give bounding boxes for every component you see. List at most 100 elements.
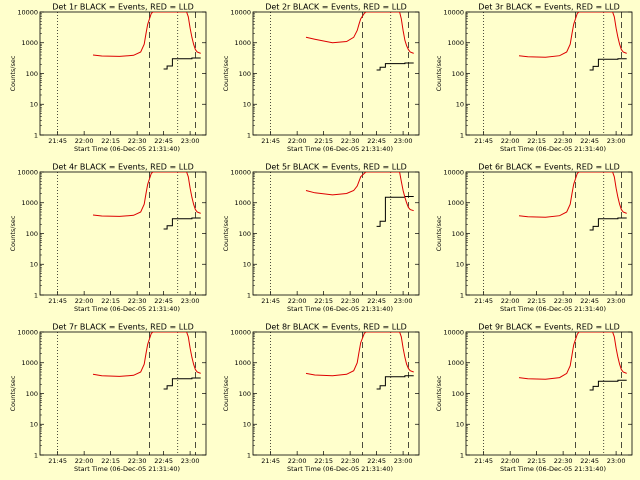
x-tick-label: 22:15: [527, 137, 546, 145]
series-line-events: [589, 58, 627, 71]
x-tick-label: 22:45: [367, 297, 386, 305]
detector-panel-1: Det 1r BLACK = Events, RED = LLD 1 10 100 10…: [0, 0, 213, 160]
y-tick-label: 10000: [230, 8, 251, 16]
x-tick-label: 22:30: [554, 297, 573, 305]
x-tick-label: 22:00: [75, 457, 94, 465]
plot-frame: [39, 331, 207, 456]
series-line-lld: [92, 12, 201, 57]
y-tick-label: 1000: [447, 39, 464, 47]
x-axis-label: Start Time (06-Dec-05 21:31:40): [500, 465, 606, 473]
x-tick-label: 22:30: [341, 457, 360, 465]
series-line-events: [163, 57, 201, 70]
chart-svg: Det 8r BLACK = Events, RED = LLD 1 10 100 10…: [222, 323, 420, 473]
y-tick-label: 10000: [17, 8, 38, 16]
y-tick-label: 100: [452, 230, 464, 238]
y-tick-label: 10: [456, 261, 464, 269]
series-line-lld: [305, 332, 414, 377]
y-tick-label: 10000: [443, 168, 464, 176]
x-tick-label: 22:45: [154, 297, 173, 305]
y-axis-label: Counts/sec: [222, 215, 230, 251]
chart-title: Det 8r BLACK = Events, RED = LLD: [265, 323, 407, 332]
series-line-events: [376, 62, 414, 71]
x-tick-label: 22:15: [314, 297, 333, 305]
y-tick-label: 100: [452, 390, 464, 398]
x-tick-label: 22:30: [128, 137, 147, 145]
chart-svg: Det 4r BLACK = Events, RED = LLD 1 10 100 10…: [9, 163, 207, 313]
y-axis-label: Counts/sec: [222, 55, 230, 91]
x-tick-label: 21:45: [48, 297, 67, 305]
x-tick-label: 23:00: [394, 457, 413, 465]
y-tick-label: 100: [239, 70, 251, 78]
series-line-events: [163, 377, 201, 390]
plot-frame: [39, 171, 207, 296]
y-tick-label: 10000: [17, 168, 38, 176]
plot-frame: [252, 11, 420, 136]
chart-svg: Det 2r BLACK = Events, RED = LLD 1 10 100 10…: [222, 3, 420, 153]
x-tick-label: 22:00: [288, 137, 307, 145]
x-tick-label: 22:15: [101, 137, 120, 145]
series-line-lld: [518, 12, 627, 58]
x-tick-label: 23:00: [181, 297, 200, 305]
y-tick-label: 10000: [230, 168, 251, 176]
series-line-events: [163, 217, 201, 230]
y-tick-label: 10: [456, 101, 464, 109]
x-tick-label: 22:30: [341, 137, 360, 145]
detector-panel-3: Det 3r BLACK = Events, RED = LLD 1 10 100 10…: [426, 0, 639, 160]
x-tick-label: 22:30: [341, 297, 360, 305]
x-tick-label: 21:45: [261, 297, 280, 305]
y-tick-label: 1000: [234, 39, 251, 47]
y-tick-label: 10: [30, 101, 38, 109]
x-tick-label: 22:45: [580, 457, 599, 465]
detector-panel-8: Det 8r BLACK = Events, RED = LLD 1 10 100 10…: [213, 320, 426, 480]
y-axis-label: Counts/sec: [9, 55, 17, 91]
y-tick-label: 100: [26, 230, 38, 238]
chart-svg: Det 7r BLACK = Events, RED = LLD 1 10 100 10…: [9, 323, 207, 473]
x-tick-label: 21:45: [474, 297, 493, 305]
series-line-events: [589, 379, 627, 391]
x-tick-label: 22:00: [288, 297, 307, 305]
y-tick-label: 1: [460, 131, 464, 139]
y-tick-label: 1: [247, 291, 251, 299]
y-tick-label: 10: [456, 421, 464, 429]
y-axis-label: Counts/sec: [435, 55, 443, 91]
x-tick-label: 22:00: [501, 137, 520, 145]
series-line-lld: [305, 172, 414, 212]
y-tick-label: 100: [239, 390, 251, 398]
y-tick-label: 100: [26, 390, 38, 398]
y-tick-label: 10: [243, 101, 251, 109]
y-tick-label: 1: [34, 291, 38, 299]
y-axis-label: Counts/sec: [435, 215, 443, 251]
y-tick-label: 1: [34, 131, 38, 139]
x-tick-label: 22:30: [554, 457, 573, 465]
y-tick-label: 100: [239, 230, 251, 238]
x-tick-label: 23:00: [181, 457, 200, 465]
series-line-events: [589, 217, 627, 231]
x-tick-label: 22:15: [314, 457, 333, 465]
x-axis-label: Start Time (06-Dec-05 21:31:40): [287, 305, 393, 313]
chart-title: Det 3r BLACK = Events, RED = LLD: [478, 3, 620, 12]
x-tick-label: 21:45: [48, 457, 67, 465]
x-axis-label: Start Time (06-Dec-05 21:31:40): [74, 305, 180, 313]
chart-svg: Det 5r BLACK = Events, RED = LLD 1 10 100 10…: [222, 163, 420, 313]
x-tick-label: 22:00: [75, 297, 94, 305]
series-line-lld: [518, 172, 627, 218]
x-tick-label: 23:00: [181, 137, 200, 145]
plot-frame: [465, 331, 633, 456]
x-axis-label: Start Time (06-Dec-05 21:31:40): [74, 465, 180, 473]
x-tick-label: 22:00: [75, 137, 94, 145]
y-tick-label: 100: [26, 70, 38, 78]
series-line-lld: [305, 12, 414, 54]
detector-panel-7: Det 7r BLACK = Events, RED = LLD 1 10 100 10…: [0, 320, 213, 480]
y-tick-label: 1: [247, 131, 251, 139]
series-line-lld: [92, 332, 201, 377]
chart-title: Det 7r BLACK = Events, RED = LLD: [52, 323, 194, 332]
y-tick-label: 1: [460, 451, 464, 459]
x-tick-label: 22:45: [580, 297, 599, 305]
detector-panel-9: Det 9r BLACK = Events, RED = LLD 1 10 100 10…: [426, 320, 639, 480]
y-tick-label: 10: [243, 421, 251, 429]
y-tick-label: 1: [34, 451, 38, 459]
detector-panel-5: Det 5r BLACK = Events, RED = LLD 1 10 100 10…: [213, 160, 426, 320]
plot-frame: [465, 171, 633, 296]
chart-title: Det 4r BLACK = Events, RED = LLD: [52, 163, 194, 172]
y-tick-label: 10000: [443, 328, 464, 336]
